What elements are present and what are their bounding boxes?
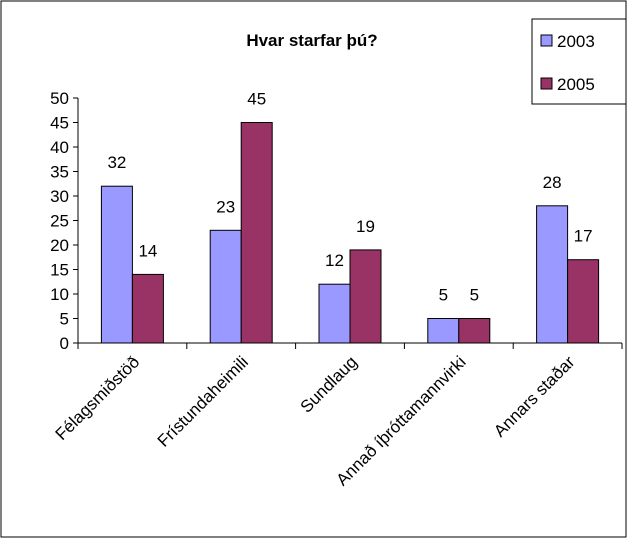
bar-2005 xyxy=(567,259,600,344)
y-tick-label: 15 xyxy=(50,261,69,280)
bar-2003 xyxy=(209,229,242,344)
y-tick-label: 50 xyxy=(50,89,69,108)
y-tick-label: 10 xyxy=(50,285,69,304)
bar-2005 xyxy=(458,318,491,344)
legend-box xyxy=(531,18,627,105)
y-tick-label: 35 xyxy=(50,163,69,182)
data-label: 12 xyxy=(325,251,344,270)
bar-2003 xyxy=(318,283,351,344)
data-label: 14 xyxy=(138,241,157,260)
data-label: 32 xyxy=(107,153,126,172)
data-label: 45 xyxy=(247,90,266,109)
bar-2005 xyxy=(349,249,382,344)
data-label: 5 xyxy=(470,286,479,305)
legend-label: 2005 xyxy=(557,75,595,94)
y-tick-label: 45 xyxy=(50,114,69,133)
bar-2003 xyxy=(427,318,460,344)
y-tick-label: 30 xyxy=(50,187,69,206)
data-label: 23 xyxy=(216,197,235,216)
legend: 2003 2005 xyxy=(531,18,627,105)
bar-2005 xyxy=(131,273,164,344)
bars: 32 23 12 5 28 14 45 19 5 17 xyxy=(100,90,600,344)
y-tick-label: 40 xyxy=(50,138,69,157)
y-tick-label: 25 xyxy=(50,212,69,231)
data-label: 19 xyxy=(356,217,375,236)
y-tick-label: 5 xyxy=(60,310,69,329)
y-tick-label: 20 xyxy=(50,236,69,255)
y-tick-label: 0 xyxy=(60,334,69,353)
data-label: 5 xyxy=(439,286,448,305)
data-label: 17 xyxy=(574,227,593,246)
bar-2003 xyxy=(536,205,569,344)
chart-title: Hvar starfar þú? xyxy=(246,31,377,50)
legend-swatch-2003 xyxy=(540,34,553,47)
legend-swatch-2005 xyxy=(540,77,553,90)
data-label: 28 xyxy=(543,173,562,192)
bar-2003 xyxy=(100,185,133,344)
bar-2005 xyxy=(240,122,273,344)
legend-label: 2003 xyxy=(557,32,595,51)
